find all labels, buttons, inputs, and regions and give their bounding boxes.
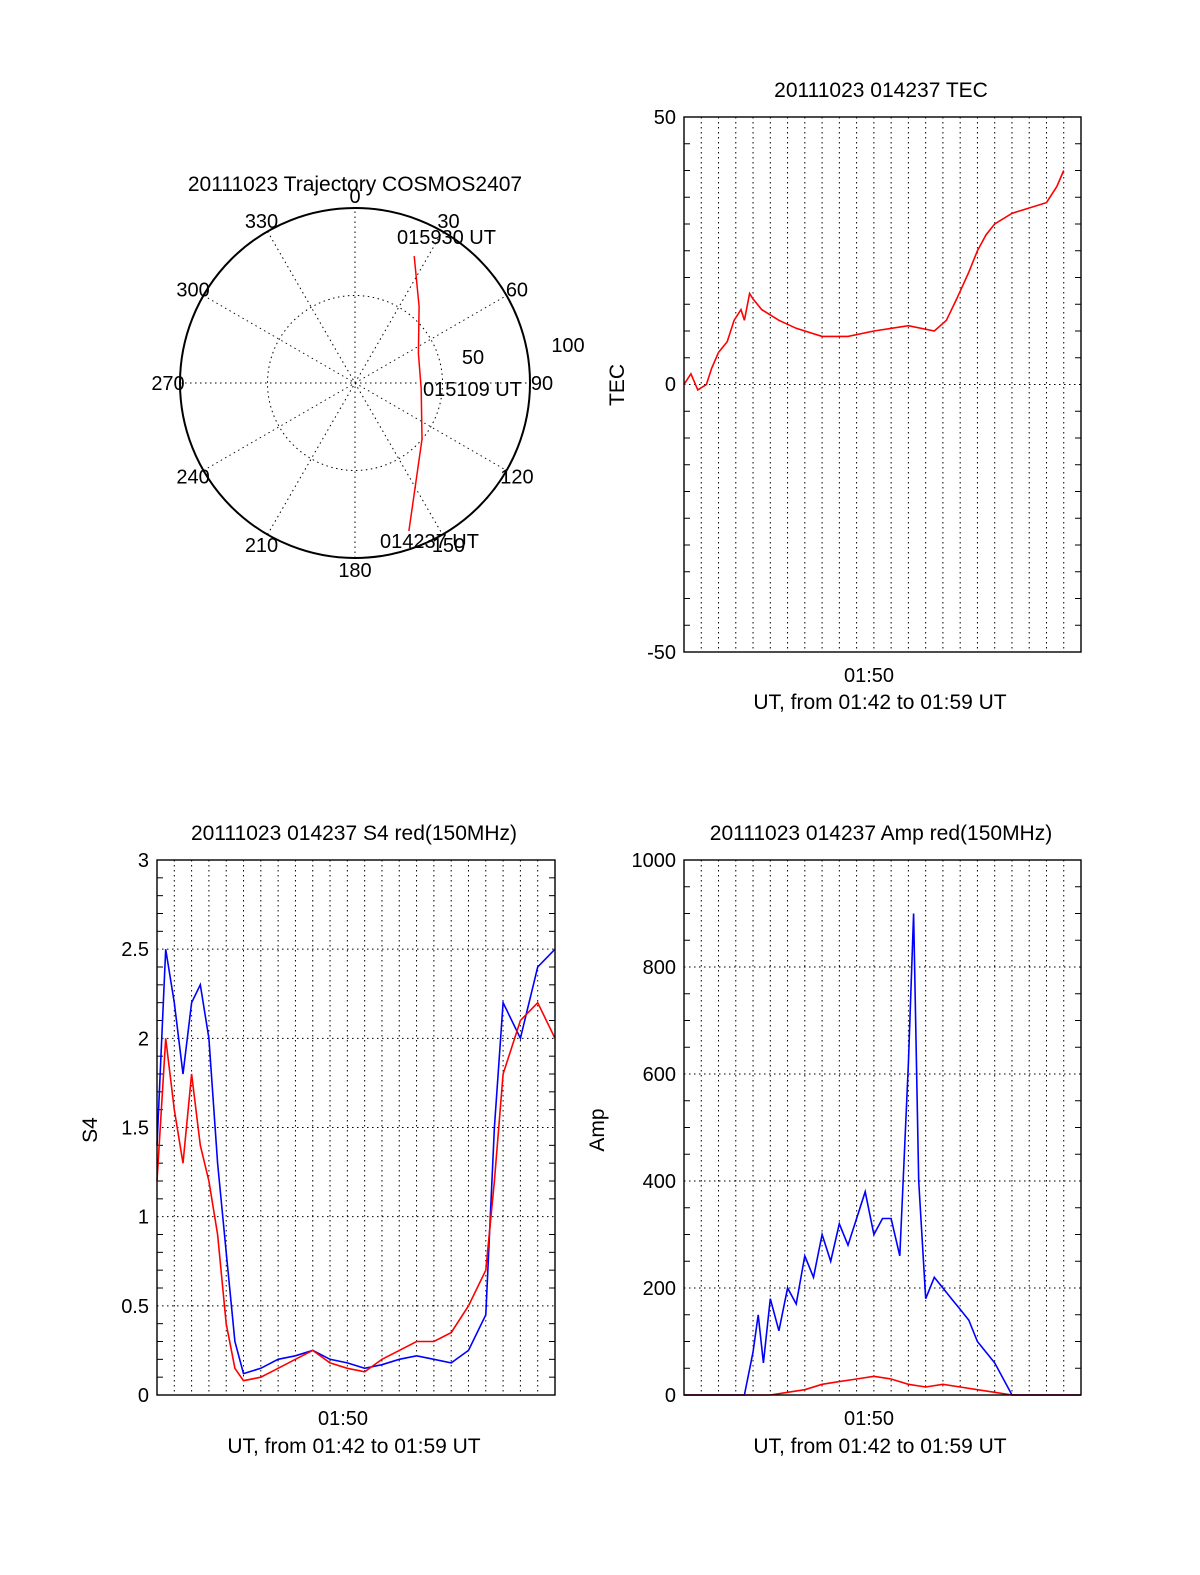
polar-angle-label-0: 0 — [349, 186, 360, 208]
series-line-0 — [156, 948, 556, 1375]
amp-ylabel: Amp — [586, 1108, 609, 1151]
tec-ytick-50: 50 — [654, 107, 676, 129]
ytick-label-600: 600 — [643, 1064, 676, 1086]
tec-title: 20111023 014237 TEC — [774, 79, 988, 102]
polar-angle-label-150: 150 — [432, 535, 465, 557]
s4-axes-frame — [156, 859, 556, 1396]
polar-ring-50 — [267, 295, 443, 471]
amp-xtick-0150: 01:50 — [844, 1408, 894, 1430]
tec-plot: 20111023 014237 TEC 50 0 -50 01:50 UT, f… — [606, 79, 1082, 714]
ytick-label-200: 200 — [643, 1278, 676, 1300]
polar-angle-label-60: 60 — [506, 280, 528, 302]
s4-series — [156, 948, 556, 1382]
s4-xlabel: UT, from 01:42 to 01:59 UT — [227, 1435, 480, 1458]
polar-angle-labels: 0 30 60 90 120 150 180 210 240 270 300 330 — [151, 186, 553, 582]
ytick-label-3: 3 — [138, 850, 149, 872]
ytick-label-1000: 1000 — [632, 850, 677, 872]
ytick-label-800: 800 — [643, 957, 676, 979]
track-annotation-start: 014237 UT — [380, 531, 479, 553]
amp-grid — [684, 860, 1081, 1395]
trajectory-title: 20111023 Trajectory COSMOS2407 — [188, 173, 522, 196]
s4-ylabel: S4 — [79, 1117, 102, 1143]
polar-angle-label-330: 330 — [245, 211, 278, 233]
s4-title: 20111023 014237 S4 red(150MHz) — [191, 822, 517, 845]
amp-title: 20111023 014237 Amp red(150MHz) — [710, 822, 1052, 845]
tec-grid — [684, 117, 1081, 652]
ytick-label-2: 2 — [138, 1028, 149, 1050]
tec-ytick-0: 0 — [665, 374, 676, 396]
polar-angle-label-270: 270 — [151, 373, 184, 395]
polar-angle-label-180: 180 — [338, 560, 371, 582]
satellite-track-line — [408, 256, 423, 532]
tec-ylabel: TEC — [606, 364, 629, 406]
s4-grid — [157, 860, 555, 1395]
polar-angle-label-30: 30 — [437, 211, 459, 233]
trajectory-plot: 20111023 Trajectory COSMOS2407 0 30 60 90 12… — [151, 173, 584, 582]
ytick-label-1: 1 — [138, 1207, 149, 1229]
polar-grid — [180, 208, 530, 558]
series-line-0 — [684, 913, 1081, 1396]
amp-axes-frame — [683, 859, 1082, 1396]
polar-angle-label-240: 240 — [176, 467, 209, 489]
tec-axes-frame — [683, 116, 1082, 653]
ytick-label-2.5: 2.5 — [121, 939, 149, 961]
track-annotation-mid: 015109 UT — [423, 379, 522, 401]
polar-angle-label-210: 210 — [245, 535, 278, 557]
track-annotation-end: 015930 UT — [397, 227, 496, 249]
polar-angle-label-300: 300 — [176, 280, 209, 302]
series-line-1 — [684, 1375, 1081, 1396]
ytick-label-0.5: 0.5 — [121, 1296, 149, 1318]
s4-plot: 20111023 014237 S4 red(150MHz) 0 0.5 1 1.5 2… — [79, 822, 556, 1458]
tec-xtick-0150: 01:50 — [844, 665, 894, 687]
s4-xtick-0150: 01:50 — [318, 1408, 368, 1430]
tec-series — [683, 170, 1065, 392]
amp-xlabel: UT, from 01:42 to 01:59 UT — [753, 1435, 1006, 1458]
ytick-label-0: 0 — [138, 1385, 149, 1407]
tec-ytick-neg50: -50 — [647, 642, 676, 664]
ytick-label-400: 400 — [643, 1171, 676, 1193]
polar-spoke-150 — [267, 231, 443, 535]
series-line-0 — [683, 170, 1065, 392]
polar-angle-label-120: 120 — [500, 467, 533, 489]
series-line-1 — [156, 1001, 556, 1382]
ytick-label-0: 0 — [665, 1385, 676, 1407]
radius-label-100: 100 — [551, 335, 584, 357]
polar-angle-label-90: 90 — [531, 373, 553, 395]
radius-label-50: 50 — [462, 347, 484, 369]
amp-ytick-labels: 0 200 400 600 800 1000 — [632, 850, 677, 1407]
amp-plot: 20111023 014237 Amp red(150MHz) 0 200 400 6… — [586, 822, 1082, 1458]
s4-ytick-labels: 0 0.5 1 1.5 2 2.5 3 — [121, 850, 149, 1407]
tec-xlabel: UT, from 01:42 to 01:59 UT — [753, 691, 1006, 714]
ytick-label-1.5: 1.5 — [121, 1118, 149, 1140]
amp-series — [684, 913, 1081, 1396]
